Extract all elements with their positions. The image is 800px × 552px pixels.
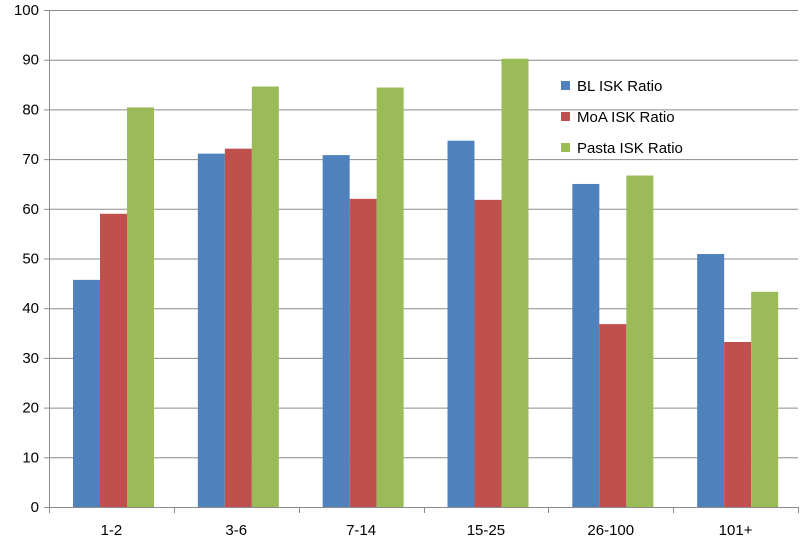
bar-bl-isk-ratio-101-: [697, 254, 725, 507]
x-axis-tick-labels: 1-2 3-6 7-14 15-25 26-100 101+: [101, 522, 753, 539]
bar-pasta-isk-ratio-15-25: [501, 58, 529, 508]
y-tick-label: 10: [22, 449, 39, 466]
legend-label: BL ISK Ratio: [577, 78, 662, 95]
y-tick-label: 20: [22, 400, 39, 417]
x-axis: [49, 507, 799, 513]
y-tick-label: 80: [22, 101, 39, 118]
y-tick-label: 0: [31, 499, 39, 516]
bar-pasta-isk-ratio-26-100: [626, 175, 654, 507]
x-tick-label: 3-6: [225, 522, 247, 539]
y-tick-label: 30: [22, 350, 39, 367]
bar-pasta-isk-ratio-101-: [751, 291, 779, 507]
legend-label: Pasta ISK Ratio: [577, 140, 683, 157]
bar-pasta-isk-ratio-1-2: [127, 107, 154, 508]
legend-label: MoA ISK Ratio: [577, 109, 675, 126]
bar-moa-isk-ratio-15-25: [474, 199, 502, 507]
x-tick-label: 15-25: [467, 522, 505, 539]
gridlines: [44, 10, 798, 508]
bar-bl-isk-ratio-7-14: [322, 155, 350, 507]
y-tick-label: 100: [14, 2, 39, 19]
x-tick-label: 26-100: [587, 522, 634, 539]
bar-moa-isk-ratio-26-100: [599, 324, 627, 507]
bar-moa-isk-ratio-1-2: [100, 213, 127, 507]
y-tick-label: 90: [22, 52, 39, 69]
y-tick-label: 40: [22, 300, 39, 317]
legend: BL ISK Ratio MoA ISK Ratio Pasta ISK Ratio: [561, 78, 683, 157]
legend-swatch: [561, 143, 570, 152]
legend-swatch: [561, 112, 570, 121]
bar-bl-isk-ratio-1-2: [73, 279, 100, 507]
bar-bl-isk-ratio-26-100: [572, 183, 600, 507]
y-tick-label: 50: [22, 251, 39, 268]
bar-bl-isk-ratio-3-6: [197, 153, 225, 507]
legend-swatch: [561, 81, 570, 90]
x-tick-label: 1-2: [101, 522, 123, 539]
bar-moa-isk-ratio-3-6: [224, 148, 252, 507]
bar-moa-isk-ratio-101-: [724, 341, 752, 507]
bar-moa-isk-ratio-7-14: [349, 198, 377, 508]
y-axis-tick-labels: 0 10 20 30 40 50 60 70 80 90 100: [14, 2, 39, 516]
x-tick-label: 101+: [719, 522, 753, 539]
bar-pasta-isk-ratio-3-6: [251, 86, 279, 508]
x-tick-label: 7-14: [346, 522, 376, 539]
y-tick-label: 60: [22, 201, 39, 218]
y-tick-label: 70: [22, 151, 39, 168]
bar-bl-isk-ratio-15-25: [447, 140, 475, 507]
bar-pasta-isk-ratio-7-14: [376, 87, 404, 508]
bars: [73, 58, 779, 508]
